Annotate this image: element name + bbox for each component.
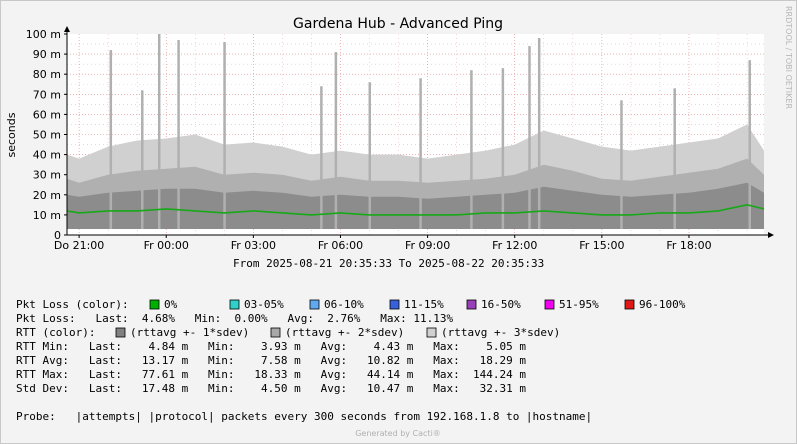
rtt-swatch-label: (rttavg +- 2*sdev) xyxy=(285,326,404,339)
loss-swatch xyxy=(466,299,477,310)
rtt-swatch-label: (rttavg +- 3*sdev) xyxy=(441,326,560,339)
rtt-spike xyxy=(368,82,372,229)
rtt-spike xyxy=(673,88,676,229)
y-tick-label: 100 m xyxy=(26,28,61,41)
loss-swatch-label: 96-100% xyxy=(639,298,686,311)
x-tick-label: Fr 12:00 xyxy=(492,239,537,252)
rtt-spike xyxy=(748,60,751,229)
rtt-spike xyxy=(620,100,623,229)
y-axis-label: seconds xyxy=(5,112,18,157)
rtt-swatch xyxy=(115,327,126,338)
y-tick-label: 80 m xyxy=(33,68,61,81)
rtt-spike xyxy=(501,68,505,229)
rtt-spike xyxy=(157,34,161,229)
x-axis-arrow xyxy=(768,232,774,238)
avg-line-group xyxy=(66,203,765,216)
rtt-swatches: (rttavg +- 1*sdev) (rttavg +- 2*sdev) (rtt… xyxy=(115,326,560,339)
y-tick-label: 90 m xyxy=(33,48,61,61)
loss-swatch-label: 51-95% xyxy=(559,298,599,311)
loss-swatches: 0% 03-05% 06-10% 11-15% 16-50% 51-95% 96-100% xyxy=(149,298,686,311)
y-tick-labels: 0 10 m 20 m 30 m 40 m 50 m 60 m 70 m 80 m 90 m 100… xyxy=(26,28,67,242)
std-dev-stats: Std Dev: Last: 17.48 m Min: 4.50 m Avg: … xyxy=(16,382,526,395)
loss-swatch xyxy=(229,299,240,310)
rtt-avg-stats: RTT Avg: Last: 13.17 m Min: 7.58 m Avg: … xyxy=(16,354,526,367)
x-tick-label: Fr 09:00 xyxy=(405,239,450,252)
y-tick-label: 40 m xyxy=(33,149,61,162)
rtt-spike xyxy=(334,52,338,229)
rtt-spike xyxy=(320,86,323,229)
rtt-swatch-label: (rttavg +- 1*sdev) xyxy=(130,326,249,339)
x-tick-label: Fr 03:00 xyxy=(231,239,276,252)
pkt-loss-color-label: Pkt Loss (color): xyxy=(16,298,129,311)
loss-swatch xyxy=(149,299,160,310)
x-tick-label: Fr 15:00 xyxy=(579,239,624,252)
rtt-spike xyxy=(537,38,541,229)
rtt-color-label: RTT (color): xyxy=(16,326,95,339)
y-tick-label: 50 m xyxy=(33,129,61,142)
legend: Pkt Loss (color): 0% 03-05% 06-10% 11-15% 16… xyxy=(16,298,686,423)
axes xyxy=(64,26,774,238)
band-1sdev xyxy=(67,182,764,229)
rtt-spike xyxy=(223,42,226,229)
x-tick-labels: Do 21:00 Fr 00:00 Fr 03:00 Fr 06:00 Fr 09:00… xyxy=(54,235,712,252)
rtt-spikes xyxy=(109,34,751,229)
x-tick-label: Fr 06:00 xyxy=(318,239,363,252)
rtt-swatch xyxy=(270,327,281,338)
loss-swatch xyxy=(389,299,400,310)
rtt-spike xyxy=(528,46,531,229)
rtt-min-stats: RTT Min: Last: 4.84 m Min: 3.93 m Avg: 4… xyxy=(16,340,526,353)
rtt-spike xyxy=(419,78,422,229)
y-tick-label: 60 m xyxy=(33,108,61,121)
rrdtool-watermark: RRDTOOL / TOBI OETIKER xyxy=(784,6,793,109)
pkt-loss-stats: Pkt Loss: Last: 4.68% Min: 0.00% Avg: 2.… xyxy=(16,312,453,325)
rtt-spike xyxy=(141,90,144,229)
y-tick-label: 30 m xyxy=(33,169,61,182)
x-tick-label: Do 21:00 xyxy=(54,239,104,252)
y-tick-label: 10 m xyxy=(33,209,61,222)
rtt-bands xyxy=(67,124,764,229)
rtt-spike xyxy=(177,40,180,229)
probe-line: Probe: |attempts| |protocol| packets eve… xyxy=(16,410,592,423)
loss-swatch-label: 16-50% xyxy=(481,298,521,311)
chart-title: Gardena Hub - Advanced Ping xyxy=(293,16,503,32)
rtt-spike xyxy=(109,50,113,229)
loss-swatch-label: 06-10% xyxy=(324,298,364,311)
rtt-swatch xyxy=(426,327,437,338)
rtt-max-stats: RTT Max: Last: 77.61 m Min: 18.33 m Avg:… xyxy=(16,368,526,381)
y-axis-arrow xyxy=(64,26,70,32)
loss-swatch xyxy=(624,299,635,310)
generated-by-footer: Generated by Cacti® xyxy=(355,429,441,438)
chart-subtitle: From 2025-08-21 20:35:33 To 2025-08-22 2… xyxy=(233,257,544,270)
rtt-spike xyxy=(470,70,473,229)
loss-swatch-label: 03-05% xyxy=(244,298,284,311)
y-tick-label: 0 xyxy=(54,229,61,242)
loss-swatch xyxy=(544,299,555,310)
rtt-avg-line xyxy=(66,203,765,216)
y-tick-label: 20 m xyxy=(33,189,61,202)
loss-swatch-label: 11-15% xyxy=(404,298,444,311)
x-tick-label: Fr 18:00 xyxy=(666,239,711,252)
loss-swatch xyxy=(309,299,320,310)
loss-swatch-label: 0% xyxy=(164,298,178,311)
x-tick-label: Fr 00:00 xyxy=(144,239,189,252)
y-tick-label: 70 m xyxy=(33,88,61,101)
